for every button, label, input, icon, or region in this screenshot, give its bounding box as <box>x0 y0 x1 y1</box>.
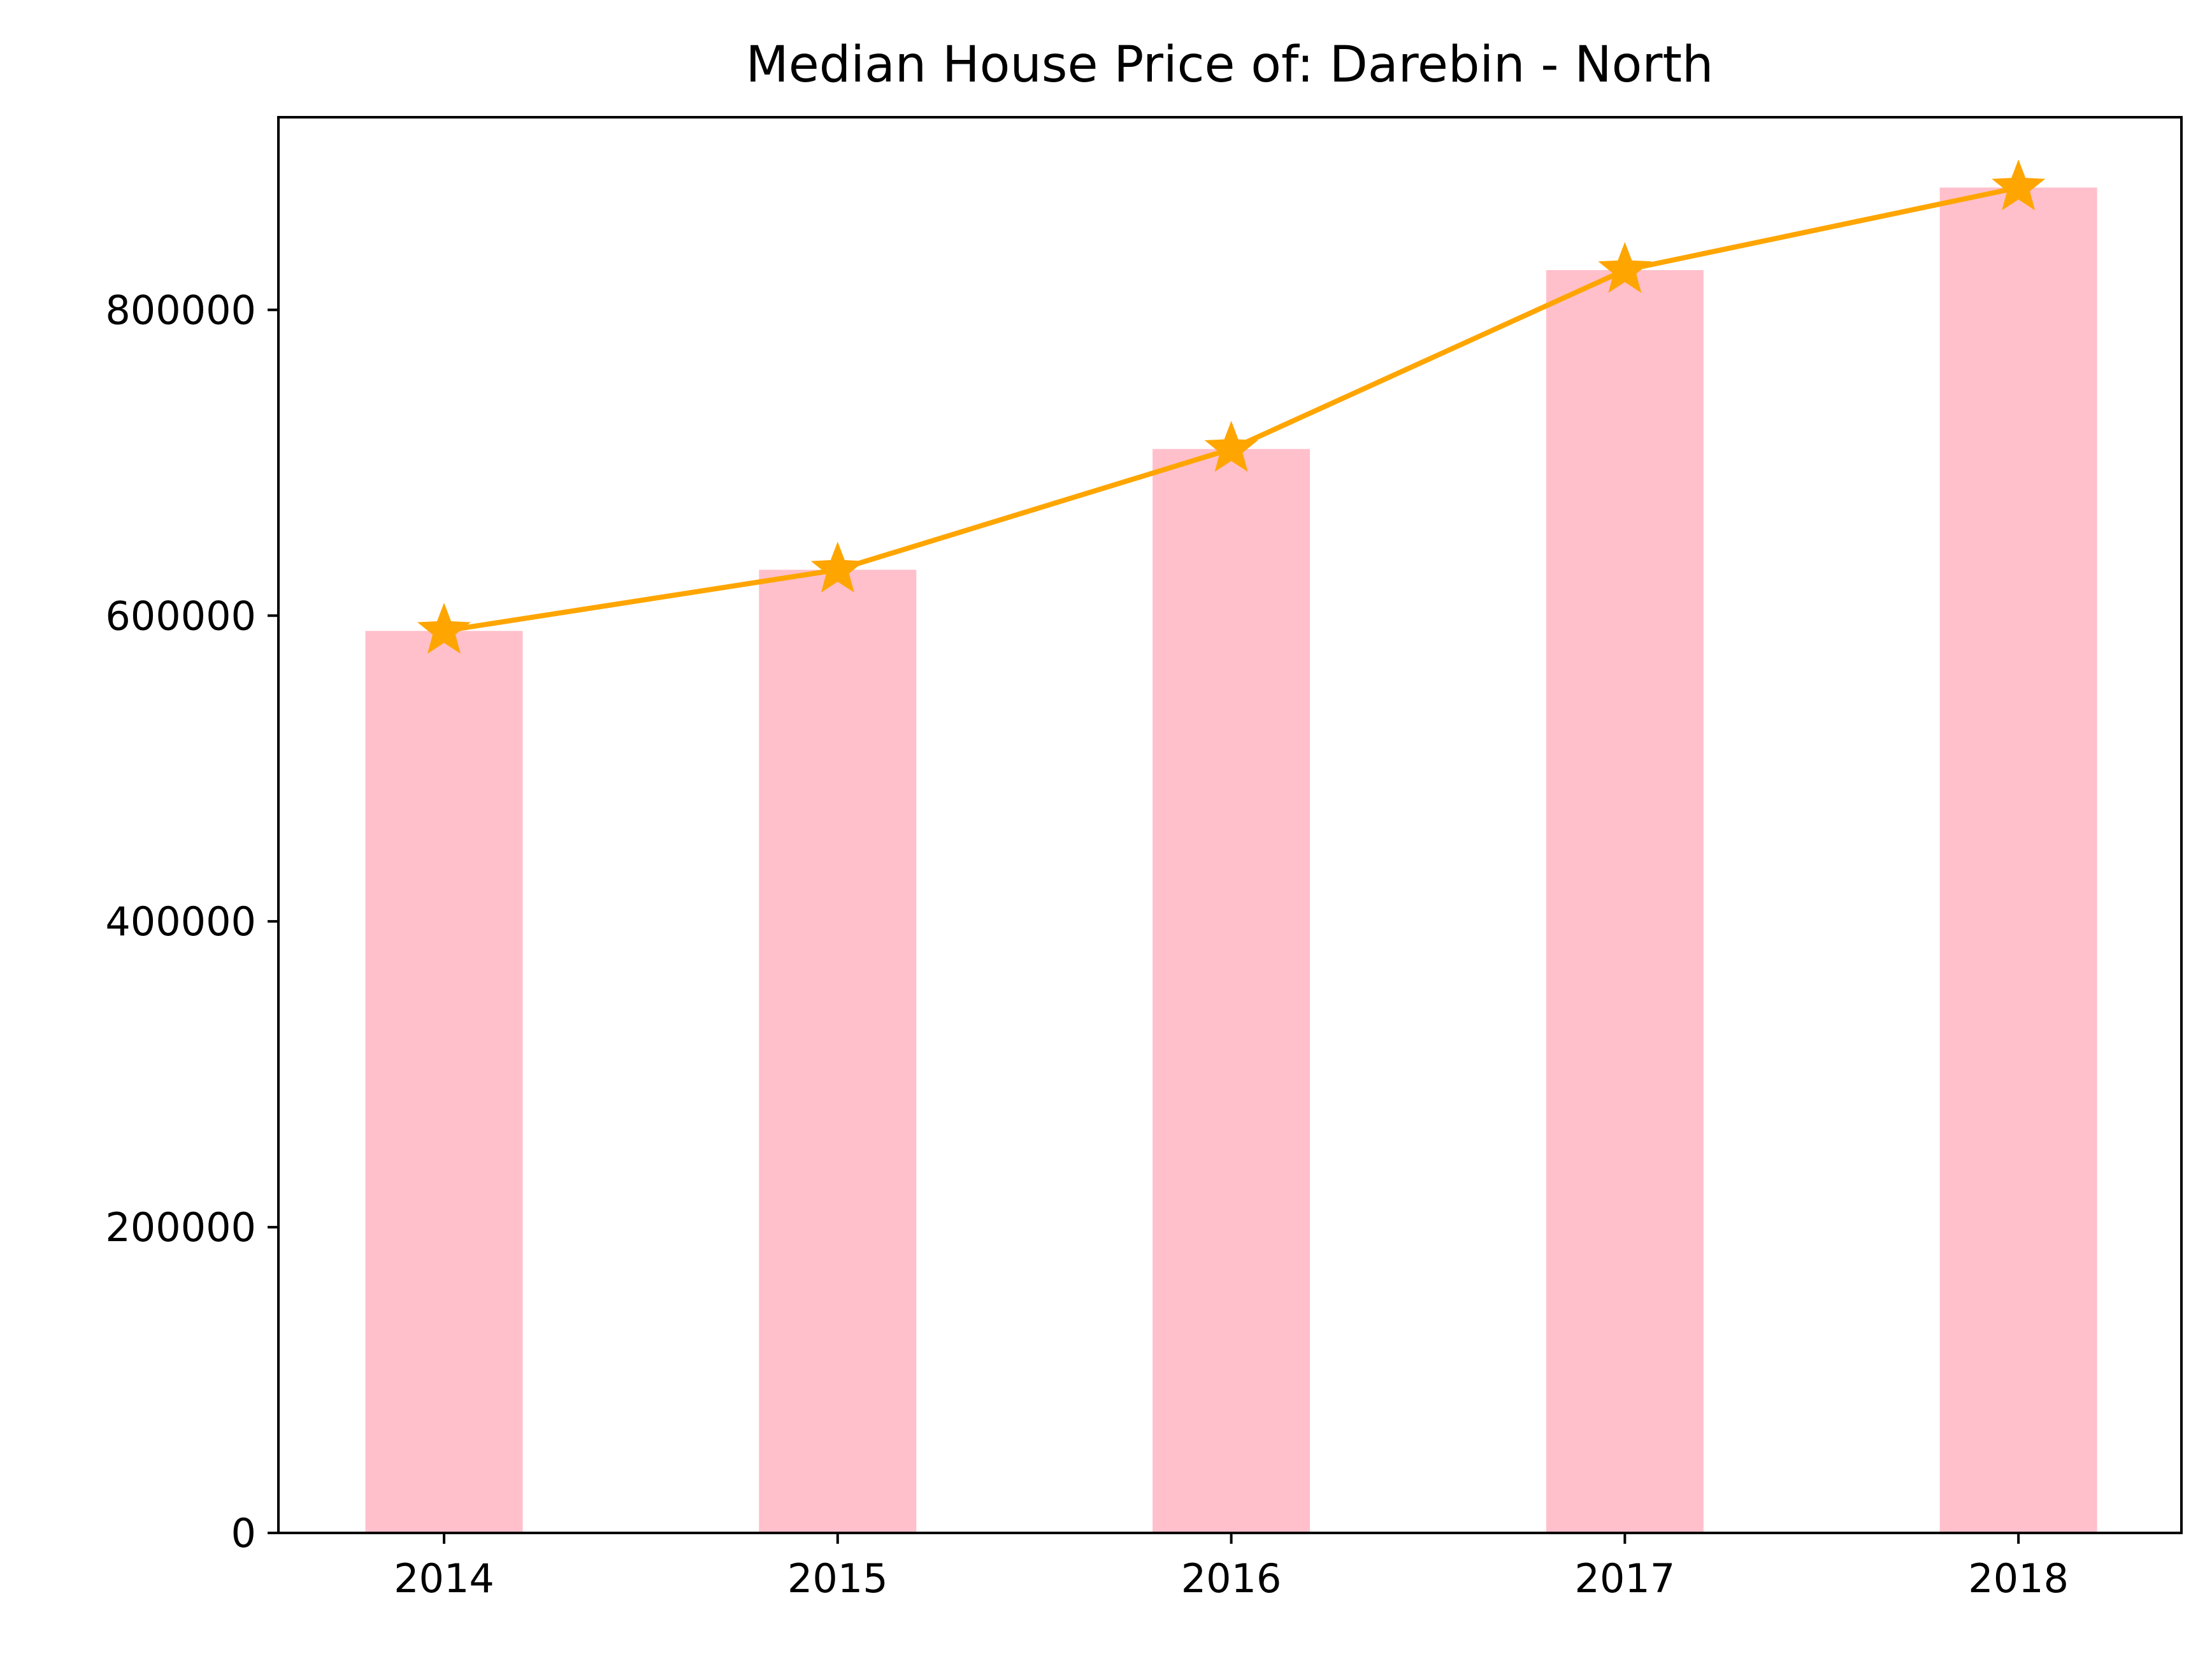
x-tick-label-2016: 2016 <box>1181 1555 1282 1602</box>
chart-title: Median House Price of: Darebin - North <box>746 36 1714 94</box>
star-marker-2014 <box>417 603 471 654</box>
plot-frame <box>277 116 2183 1534</box>
bars-layer <box>365 187 2097 1534</box>
axes-layer: 2014 2015 2016 2017 2018 0 200000 400000 600000 8… <box>105 287 2069 1602</box>
star-marker-2018 <box>1992 159 2046 211</box>
x-tick-label-2017: 2017 <box>1575 1555 1676 1602</box>
x-tick-label-2018: 2018 <box>1968 1555 2069 1602</box>
star-marker-2015 <box>810 542 865 593</box>
y-tick-label-600000: 600000 <box>105 593 256 639</box>
line-layer <box>417 159 2046 654</box>
x-tick-label-2014: 2014 <box>394 1555 494 1602</box>
y-tick-label-200000: 200000 <box>105 1204 256 1251</box>
star-marker-2016 <box>1204 421 1258 472</box>
bar-2016 <box>1153 449 1311 1533</box>
bar-2018 <box>1939 187 2097 1533</box>
bar-2017 <box>1546 270 1704 1534</box>
x-tick-label-2015: 2015 <box>787 1555 888 1602</box>
star-marker-2017 <box>1598 241 1652 293</box>
y-tick-label-0: 0 <box>231 1510 256 1557</box>
y-tick-label-800000: 800000 <box>105 287 256 333</box>
bar-2014 <box>365 631 523 1533</box>
y-tick-label-400000: 400000 <box>105 898 256 945</box>
bar-2015 <box>759 570 917 1533</box>
